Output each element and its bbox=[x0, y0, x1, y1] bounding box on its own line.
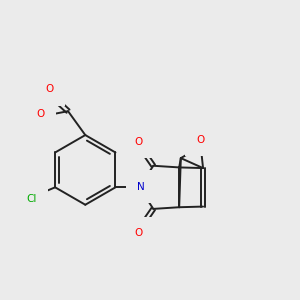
Text: O: O bbox=[36, 109, 44, 119]
Text: O: O bbox=[134, 228, 142, 238]
Text: O: O bbox=[134, 136, 142, 146]
Text: N: N bbox=[137, 182, 145, 192]
Text: O: O bbox=[196, 135, 205, 145]
Text: Cl: Cl bbox=[26, 194, 36, 204]
Text: O: O bbox=[45, 84, 53, 94]
